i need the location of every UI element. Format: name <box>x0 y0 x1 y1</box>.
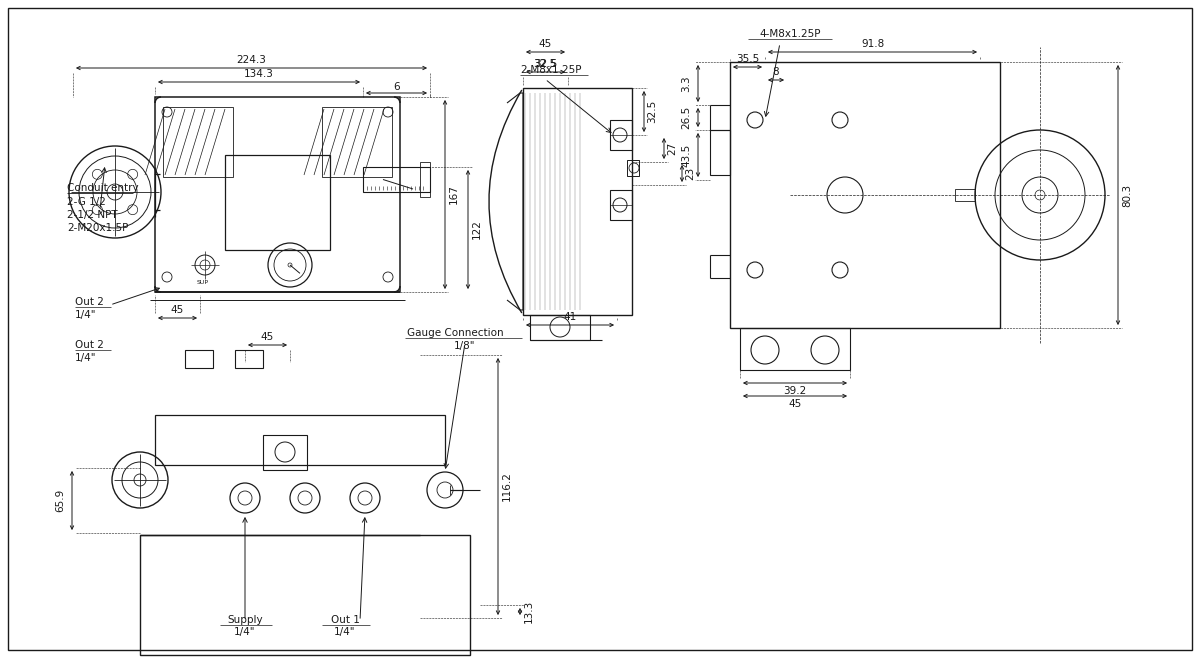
Bar <box>955 189 974 201</box>
Bar <box>235 350 263 368</box>
Text: 134.3: 134.3 <box>244 69 274 79</box>
Bar <box>610 120 632 150</box>
Text: 32.5: 32.5 <box>534 59 557 69</box>
Text: 13.3: 13.3 <box>524 600 534 623</box>
Text: 45: 45 <box>788 399 802 409</box>
Text: 2-1/2 NPT: 2-1/2 NPT <box>67 210 118 220</box>
Text: 2-M8x1.25P: 2-M8x1.25P <box>520 65 582 75</box>
Text: 23: 23 <box>685 167 695 180</box>
FancyArrowPatch shape <box>488 90 522 313</box>
Bar <box>710 130 730 175</box>
Text: 45: 45 <box>170 305 184 315</box>
Bar <box>530 315 590 340</box>
Text: 32.5: 32.5 <box>533 59 557 69</box>
Text: 45: 45 <box>539 39 552 49</box>
Text: 91.8: 91.8 <box>860 39 884 49</box>
Text: 32.5: 32.5 <box>647 100 658 123</box>
Text: 41: 41 <box>563 312 577 322</box>
Text: 2-G 1/2: 2-G 1/2 <box>67 197 106 207</box>
Bar <box>163 107 233 177</box>
Bar <box>364 167 430 192</box>
Bar <box>420 162 430 197</box>
Text: 1/8": 1/8" <box>455 341 475 351</box>
Bar <box>730 62 1000 328</box>
Text: Gauge Connection: Gauge Connection <box>407 328 503 338</box>
Text: 80.3: 80.3 <box>1122 184 1132 207</box>
Text: 27: 27 <box>667 142 677 155</box>
Text: 26.5: 26.5 <box>682 106 691 129</box>
Bar <box>263 435 307 470</box>
Text: 45: 45 <box>260 332 274 342</box>
Bar <box>322 107 392 177</box>
Text: 224.3: 224.3 <box>236 55 266 65</box>
Bar <box>610 190 632 220</box>
Text: 6: 6 <box>394 82 400 92</box>
Text: Out 2: Out 2 <box>74 297 104 307</box>
Bar <box>628 160 640 176</box>
Text: 116.2: 116.2 <box>502 472 512 501</box>
Bar <box>185 350 214 368</box>
Text: 65.9: 65.9 <box>55 489 65 512</box>
Text: Out 2: Out 2 <box>74 340 104 350</box>
Bar <box>523 88 632 315</box>
Bar <box>140 535 470 655</box>
Text: 1/4": 1/4" <box>335 627 355 637</box>
Text: 4-M8x1.25P: 4-M8x1.25P <box>760 29 821 39</box>
Text: 1/4": 1/4" <box>74 310 96 320</box>
Bar <box>226 155 330 250</box>
Bar <box>155 415 445 465</box>
Text: 122: 122 <box>472 220 482 240</box>
Text: 8: 8 <box>773 67 779 77</box>
Text: 1/4": 1/4" <box>234 627 256 637</box>
Text: 35.5: 35.5 <box>736 54 760 64</box>
Text: 2-M20x1.5P: 2-M20x1.5P <box>67 223 128 233</box>
Text: 39.2: 39.2 <box>784 386 806 396</box>
Text: Conduit entry: Conduit entry <box>67 183 139 193</box>
Text: 167: 167 <box>449 184 458 205</box>
Text: SUP: SUP <box>197 280 209 286</box>
Text: 43.5: 43.5 <box>682 143 691 166</box>
Text: 3.3: 3.3 <box>682 75 691 92</box>
Bar <box>155 97 400 292</box>
Text: Out 1: Out 1 <box>330 615 360 625</box>
Bar <box>740 328 850 370</box>
Text: 1/4": 1/4" <box>74 353 96 363</box>
Text: Supply: Supply <box>227 615 263 625</box>
